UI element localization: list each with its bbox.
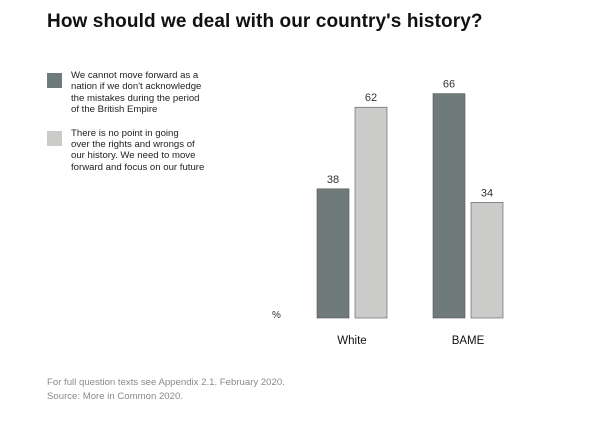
data-label: 34: [481, 187, 493, 199]
legend-label-line: our history. We need to move: [71, 150, 196, 162]
data-label: 38: [327, 174, 339, 186]
bar-white-series-1: [316, 188, 350, 319]
legend: We cannot move forward as a nation if we…: [47, 70, 257, 173]
x-tick-label: BAME: [452, 335, 485, 347]
legend-item-move-forward: There is no point in going over the righ…: [47, 128, 257, 174]
legend-label-line: of the British Empire: [71, 104, 158, 116]
bar-bame-series-2: [470, 202, 504, 319]
footer-source: Source: More in Common 2020.: [47, 391, 183, 402]
data-label: 62: [365, 92, 377, 104]
legend-label-line: over the rights and wrongs of: [71, 139, 195, 151]
y-axis-unit-label: %: [272, 310, 281, 321]
legend-item-acknowledge: We cannot move forward as a nation if we…: [47, 70, 257, 116]
legend-label-line: There is no point in going: [71, 127, 179, 139]
legend-label-line: the mistakes during the period: [71, 92, 200, 104]
legend-label-line: nation if we don't acknowledge: [71, 81, 202, 93]
bar-white-series-2: [354, 106, 388, 319]
footer-note: For full question texts see Appendix 2.1…: [47, 377, 285, 388]
bar-bame-series-1: [432, 93, 466, 319]
x-tick-label: White: [337, 335, 366, 347]
footer: For full question texts see Appendix 2.1…: [47, 376, 285, 404]
chart-title: How should we deal with our country's hi…: [47, 11, 483, 32]
data-label: 66: [443, 79, 455, 91]
legend-label-line: We cannot move forward as a: [71, 70, 199, 81]
legend-swatch-acknowledge: [47, 73, 62, 88]
legend-swatch-move-forward: [47, 130, 62, 146]
legend-label-line: forward and focus on our future: [71, 161, 205, 173]
